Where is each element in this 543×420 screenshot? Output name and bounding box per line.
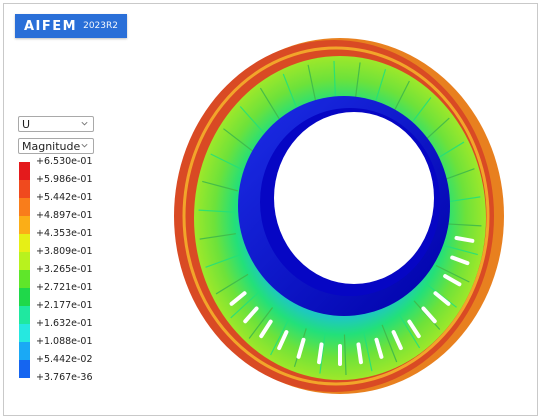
slot-group bbox=[229, 236, 475, 366]
blade-edge bbox=[363, 331, 373, 372]
shroud-band bbox=[182, 46, 490, 386]
cooling-slot bbox=[433, 291, 451, 306]
legend-value: +4.353e-01 bbox=[36, 228, 93, 239]
cooling-slot bbox=[243, 306, 259, 324]
brand-name: AIFEM bbox=[24, 18, 78, 34]
blade-edge bbox=[444, 223, 482, 227]
cooling-slot bbox=[421, 306, 437, 324]
cooling-slot bbox=[317, 342, 324, 365]
legend-swatch bbox=[19, 180, 30, 198]
viewport-frame: AIFEM 2023R2 U Magnitude +6.530e-01 +5.9… bbox=[3, 3, 538, 416]
legend-swatch bbox=[19, 306, 30, 324]
blade-edge bbox=[307, 64, 317, 105]
legend-swatch bbox=[19, 216, 30, 234]
cooling-slot bbox=[443, 274, 462, 287]
legend-swatch bbox=[19, 342, 30, 360]
blade-edge bbox=[199, 233, 236, 240]
legend-value: +2.721e-01 bbox=[36, 282, 93, 293]
cooling-slot bbox=[356, 342, 363, 365]
legend-swatch bbox=[19, 252, 30, 270]
legend-value: +6.530e-01 bbox=[36, 156, 93, 167]
legend-swatch bbox=[19, 162, 30, 180]
blade-edge bbox=[239, 106, 267, 136]
legend-swatch bbox=[19, 288, 30, 306]
blade-edge bbox=[319, 333, 326, 374]
cooling-slot bbox=[391, 330, 403, 351]
blade-edge bbox=[398, 314, 421, 349]
blade-edge bbox=[333, 60, 337, 102]
legend-value: +1.088e-01 bbox=[36, 336, 93, 347]
cooling-slot bbox=[454, 236, 475, 243]
legend-value: +3.767e-36 bbox=[36, 372, 93, 383]
field-select[interactable]: U bbox=[18, 116, 94, 132]
blade-edge bbox=[444, 196, 481, 203]
blade-edge bbox=[343, 334, 347, 376]
legend-swatch bbox=[19, 360, 30, 378]
cooling-slot bbox=[229, 291, 247, 306]
blade-edge bbox=[202, 180, 238, 192]
blade-edge bbox=[215, 273, 249, 295]
chevron-down-icon bbox=[81, 143, 88, 148]
blade-edge bbox=[381, 324, 398, 363]
cooling-slot bbox=[259, 319, 273, 339]
legend-swatch bbox=[19, 234, 30, 252]
legend-value: +3.809e-01 bbox=[36, 246, 93, 257]
cooling-slot bbox=[450, 255, 470, 266]
legend-value: +1.632e-01 bbox=[36, 318, 93, 329]
blade-edge bbox=[198, 209, 236, 213]
legend-value: +5.986e-01 bbox=[36, 174, 93, 185]
blade-edge bbox=[282, 73, 299, 112]
legend-value: +5.442e-02 bbox=[36, 354, 93, 365]
model-viewport[interactable] bbox=[154, 26, 514, 406]
legend-swatch bbox=[19, 270, 30, 288]
blade-edge bbox=[205, 254, 241, 268]
brand-logo: AIFEM 2023R2 bbox=[15, 14, 127, 38]
legend-value: +5.442e-01 bbox=[36, 192, 93, 203]
cooling-slot bbox=[374, 337, 384, 359]
legend-value: +2.177e-01 bbox=[36, 300, 93, 311]
cooling-slot bbox=[277, 330, 289, 351]
legend-value: +3.265e-01 bbox=[36, 264, 93, 275]
chevron-down-icon bbox=[81, 121, 88, 126]
brand-version: 2023R2 bbox=[83, 21, 118, 31]
component-select-value: Magnitude bbox=[22, 139, 81, 153]
blade-edge bbox=[270, 319, 290, 356]
blade-edge bbox=[435, 264, 470, 283]
center-hole bbox=[274, 112, 434, 284]
blade-edge bbox=[248, 307, 274, 339]
cooling-slot bbox=[296, 337, 306, 359]
blade-edge bbox=[230, 291, 260, 319]
cooling-slot bbox=[407, 319, 421, 339]
blade-edge bbox=[354, 62, 361, 103]
component-select[interactable]: Magnitude bbox=[18, 138, 94, 154]
turbine-ring bbox=[174, 38, 504, 394]
field-select-value: U bbox=[22, 117, 31, 131]
blade-edge bbox=[442, 244, 478, 256]
blade-edge bbox=[223, 128, 254, 153]
legend-value: +4.897e-01 bbox=[36, 210, 93, 221]
blade-edge bbox=[210, 153, 245, 172]
legend-swatch bbox=[19, 198, 30, 216]
legend-swatch bbox=[19, 324, 30, 342]
blade-edge bbox=[259, 87, 282, 122]
